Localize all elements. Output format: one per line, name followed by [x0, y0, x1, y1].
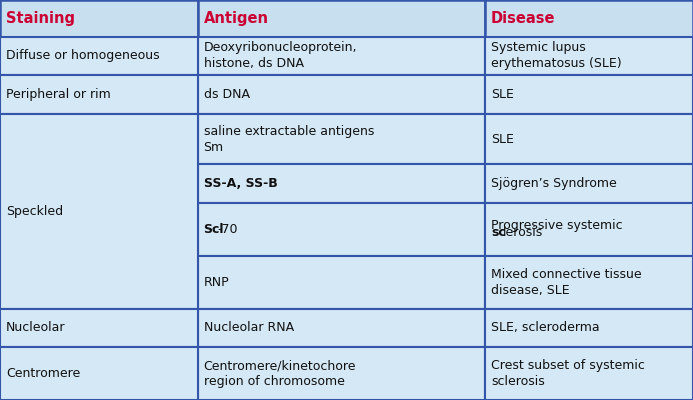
Bar [485, 36, 693, 75]
Text: Crest subset of systemic
sclerosis: Crest subset of systemic sclerosis [491, 359, 645, 388]
Text: Nucleolar: Nucleolar [6, 322, 66, 334]
Text: Peripheral or rim: Peripheral or rim [6, 88, 111, 101]
Bar [198, 75, 485, 114]
Bar [198, 0, 485, 36]
Text: Scl: Scl [204, 223, 224, 236]
Text: Progressive systemic: Progressive systemic [491, 220, 623, 232]
Bar [198, 256, 485, 309]
Bar [0, 114, 198, 309]
Text: Diffuse or homogeneous: Diffuse or homogeneous [6, 49, 159, 62]
Bar [198, 114, 485, 164]
Text: ds DNA: ds DNA [204, 88, 249, 101]
Text: Deoxyribonucleoprotein,
histone, ds DNA: Deoxyribonucleoprotein, histone, ds DNA [204, 41, 357, 70]
Text: RNP: RNP [204, 276, 229, 289]
Text: lerosis: lerosis [503, 226, 543, 240]
Text: SLE: SLE [491, 88, 514, 101]
Bar [0, 0, 198, 36]
Text: Disease: Disease [491, 11, 556, 26]
Bar [0, 347, 198, 400]
Bar [198, 347, 485, 400]
Bar [198, 36, 485, 75]
Text: Staining: Staining [6, 11, 75, 26]
Text: SLE: SLE [491, 132, 514, 146]
Bar [485, 0, 693, 36]
Text: Sjögren’s Syndrome: Sjögren’s Syndrome [491, 177, 617, 190]
Bar [0, 36, 198, 75]
Bar [485, 203, 693, 256]
Bar [198, 203, 485, 256]
Text: Speckled: Speckled [6, 205, 63, 218]
Text: Systemic lupus
erythematosus (SLE): Systemic lupus erythematosus (SLE) [491, 41, 622, 70]
Text: SS-A, SS-B: SS-A, SS-B [204, 177, 277, 190]
Bar [198, 164, 485, 203]
Bar [0, 75, 198, 114]
Bar [485, 164, 693, 203]
Text: Antigen: Antigen [204, 11, 268, 26]
Bar [485, 347, 693, 400]
Text: saline extractable antigens
Sm: saline extractable antigens Sm [204, 124, 374, 154]
Bar [0, 309, 198, 347]
Text: -70: -70 [218, 223, 238, 236]
Text: sc: sc [491, 226, 506, 240]
Bar [198, 309, 485, 347]
Text: Centromere/kinetochore
region of chromosome: Centromere/kinetochore region of chromos… [204, 359, 356, 388]
Text: Centromere: Centromere [6, 367, 80, 380]
Bar [485, 114, 693, 164]
Text: Nucleolar RNA: Nucleolar RNA [204, 322, 294, 334]
Bar [485, 256, 693, 309]
Bar [485, 75, 693, 114]
Text: SLE, scleroderma: SLE, scleroderma [491, 322, 599, 334]
Text: Mixed connective tissue
disease, SLE: Mixed connective tissue disease, SLE [491, 268, 642, 297]
Bar [485, 309, 693, 347]
